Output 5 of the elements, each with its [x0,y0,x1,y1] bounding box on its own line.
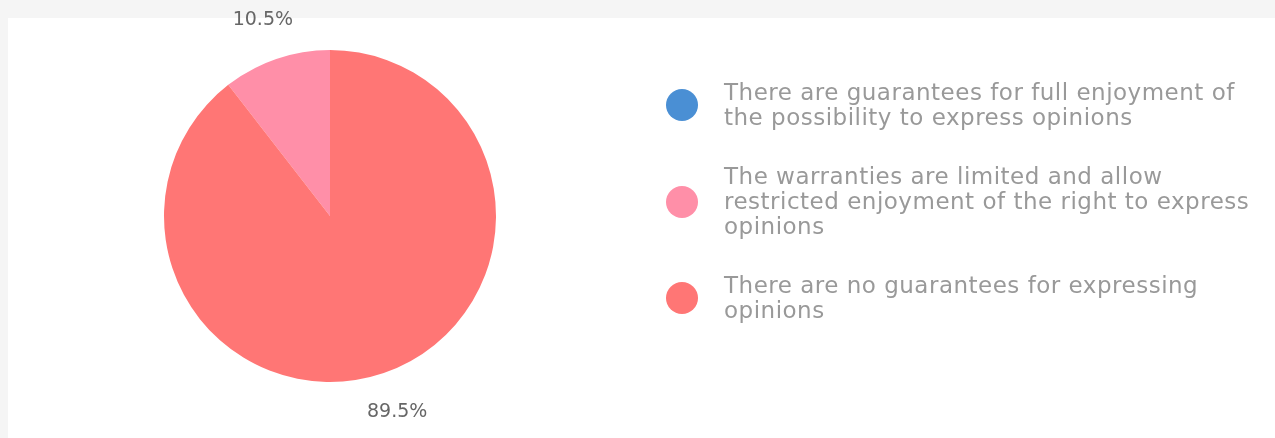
data-label: 89.5% [366,399,428,422]
data-label: 10.5% [232,6,294,29]
legend-label: The warranties are limited and allow restricted enjoyment of the right to express opinions [724,163,1251,239]
legend-label: There are no guarantees for expressing opinions [724,272,1200,323]
legend-label: There are guarantees for full enjoyment of the possibility to express opinions [724,79,1236,130]
